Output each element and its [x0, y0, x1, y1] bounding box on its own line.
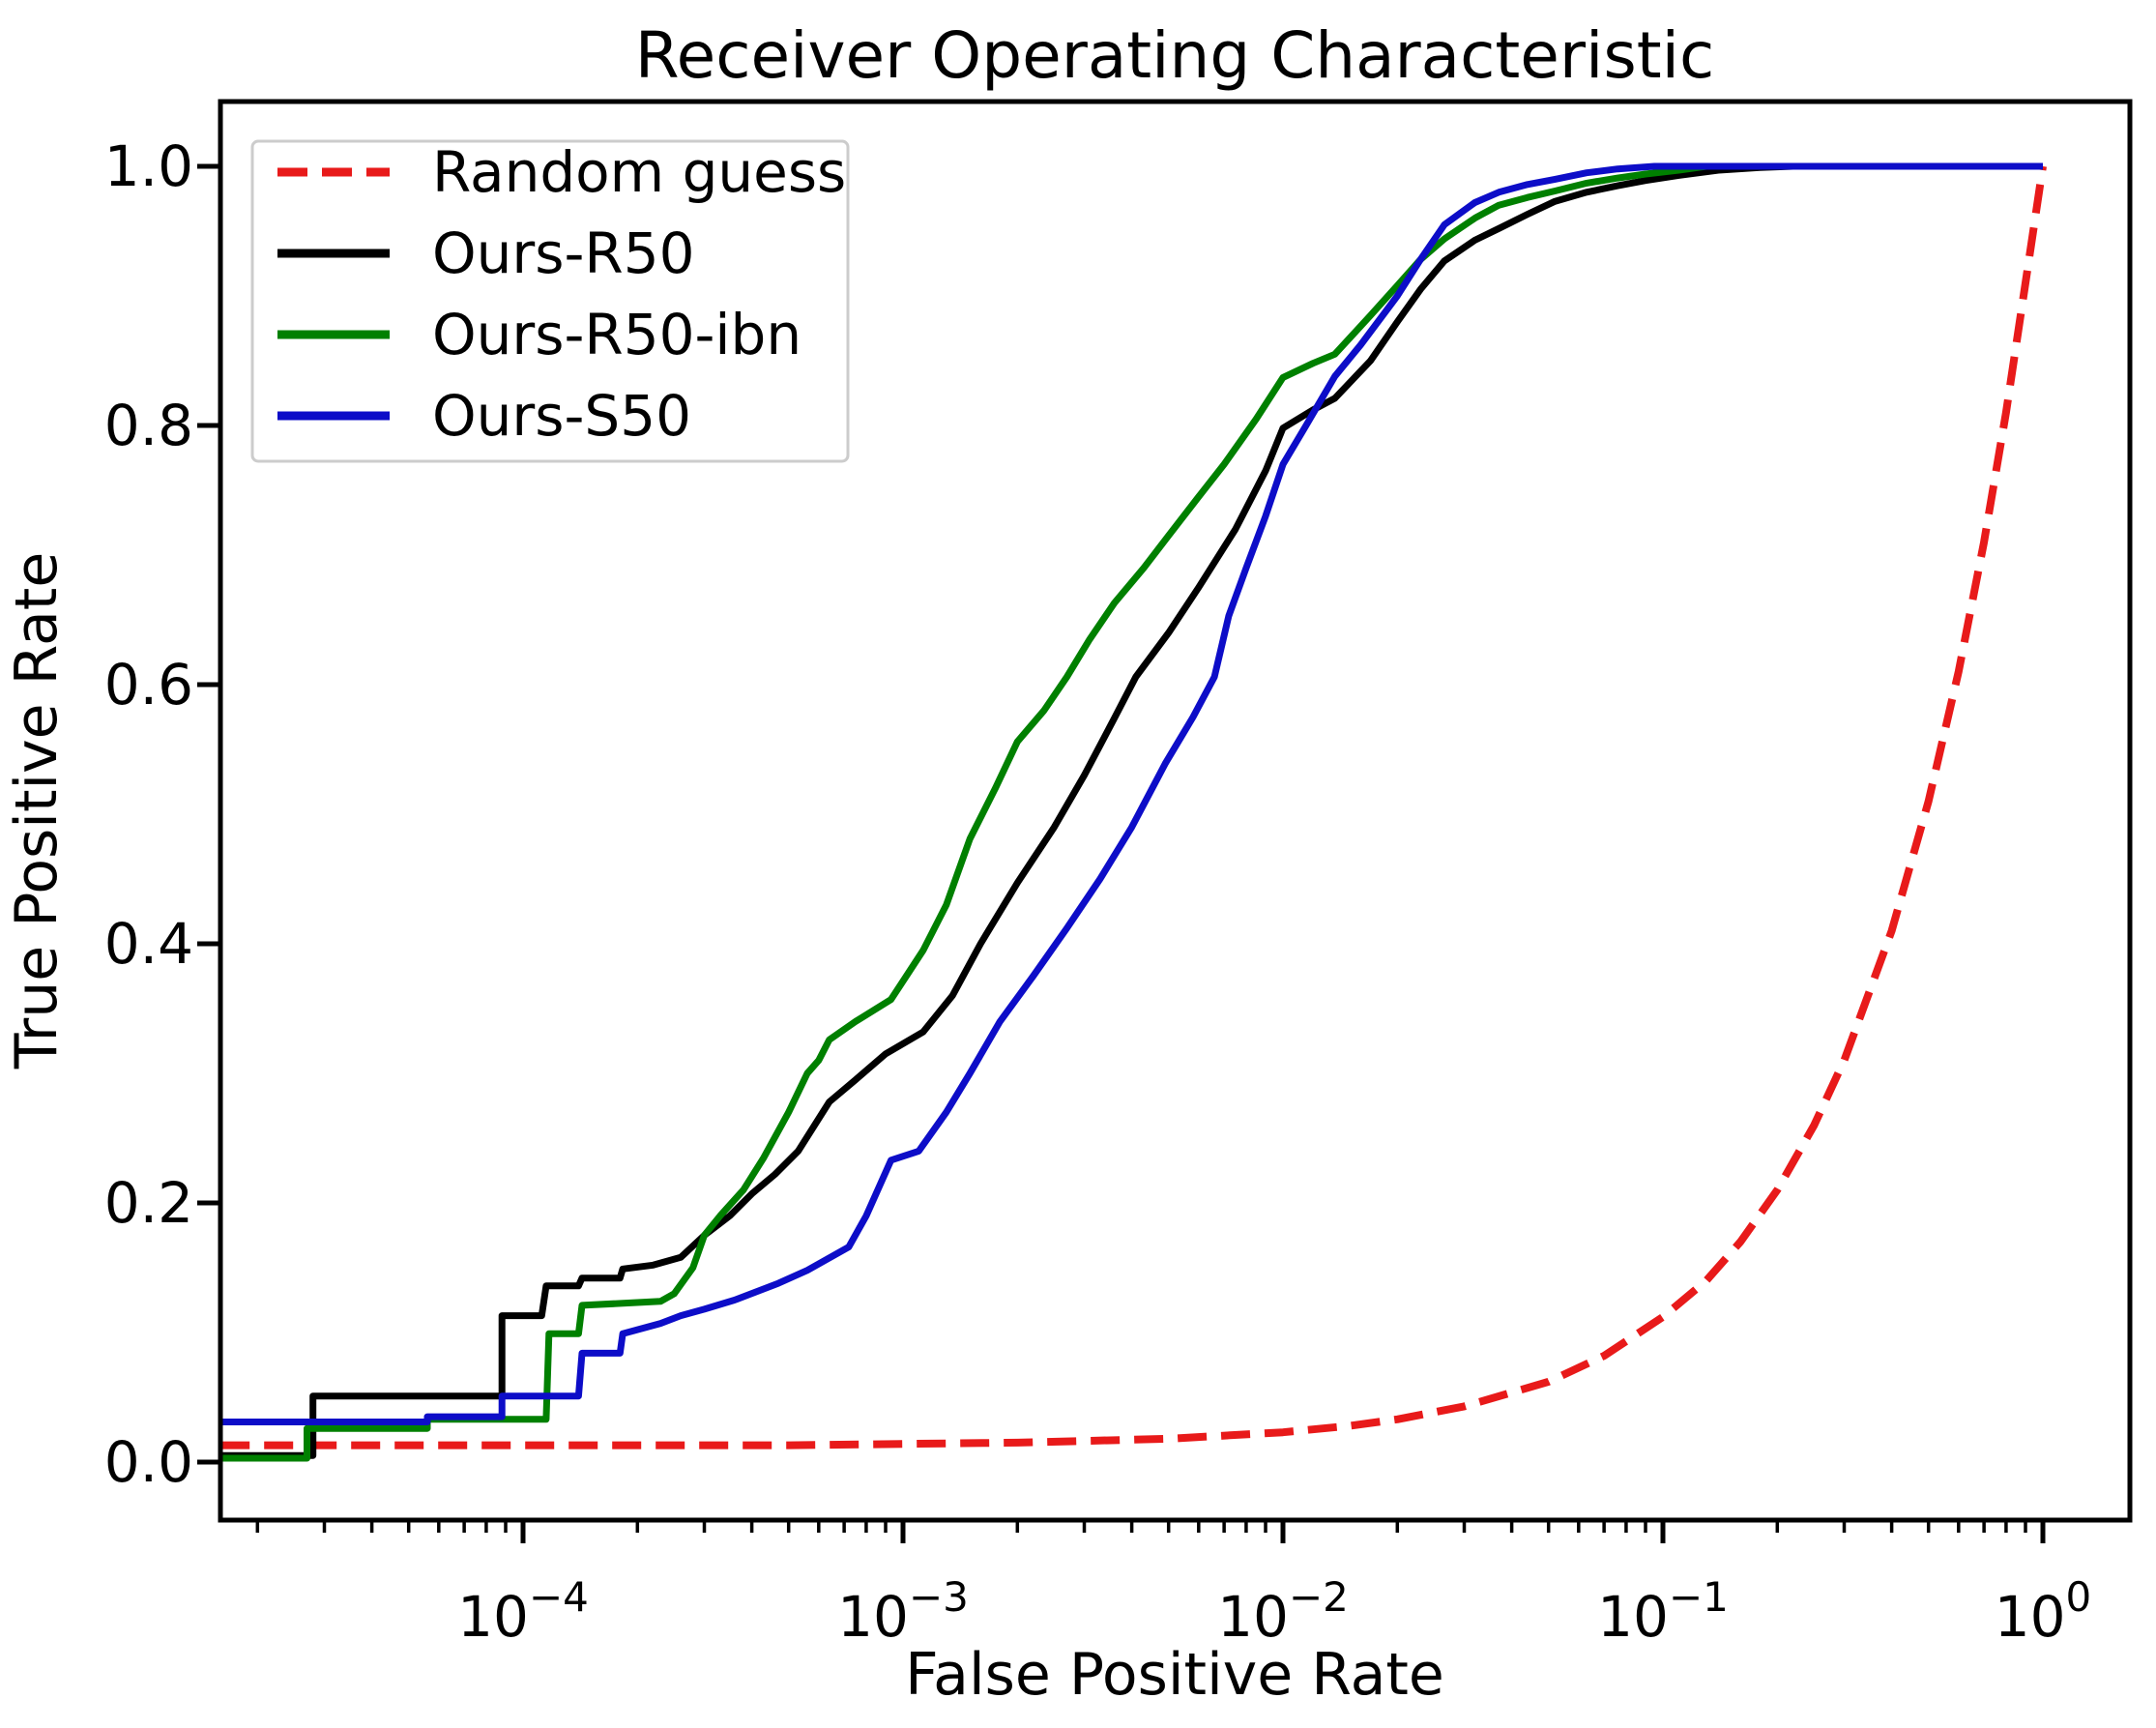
x-tick-label: 10−1	[1597, 1573, 1729, 1650]
series-ours-r50-ibn	[220, 162, 2043, 1462]
x-tick-label: 10−4	[457, 1573, 589, 1650]
legend-label-3: Ours-R50-ibn	[432, 302, 801, 367]
x-axis-label: False Positive Rate	[905, 1641, 1444, 1709]
series-ours-r50	[220, 162, 2043, 1459]
legend-box	[250, 139, 850, 463]
legend-label-2: Ours-R50	[432, 220, 695, 286]
x-tick-label: 10−2	[1217, 1573, 1349, 1650]
y-tick-label: 0.4	[104, 911, 193, 977]
x-tick-label: 10−3	[837, 1573, 969, 1650]
y-tick-label: 0.2	[104, 1170, 193, 1236]
legend-label-4: Ours-S50	[432, 383, 691, 449]
legend-label-1: Random guess	[432, 139, 846, 205]
series-random-guess	[220, 165, 2047, 1450]
series-ours-s50	[220, 162, 2043, 1425]
y-tick-label: 0.0	[104, 1429, 193, 1495]
plot-frame	[218, 99, 2133, 1523]
y-axis-label: True Positive Rate	[3, 552, 71, 1069]
x-tick-label: 100	[1995, 1573, 2092, 1650]
chart-title: Receiver Operating Characteristic	[635, 18, 1715, 93]
y-tick-label: 1.0	[104, 133, 193, 199]
y-tick-label: 0.6	[104, 652, 193, 718]
y-tick-label: 0.8	[104, 393, 193, 458]
